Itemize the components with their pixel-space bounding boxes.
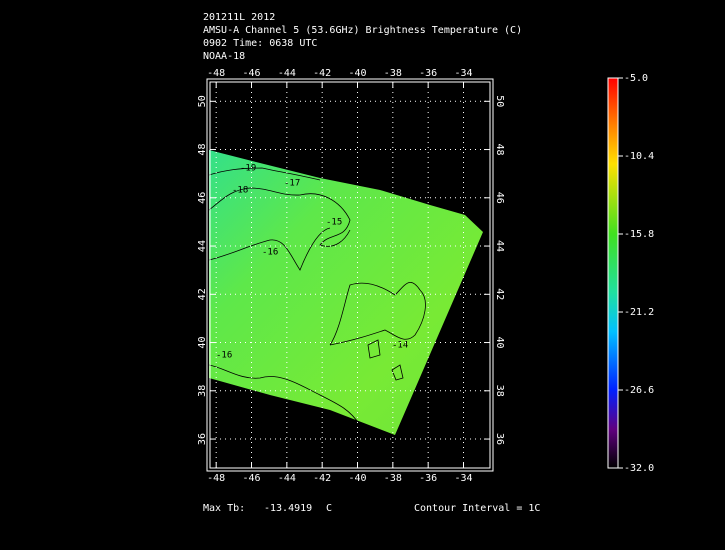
y-tick-label: 48 (197, 144, 208, 156)
contour-label: -15 (326, 218, 342, 228)
colorbar-tick-label: -5.0 (624, 73, 648, 84)
colorbar-tick-label: -10.4 (624, 151, 654, 162)
plot-frame-outer (206, 78, 494, 472)
x-tick-label: -42 (313, 473, 331, 484)
y-tick-label: 38 (197, 385, 208, 397)
header-line: AMSU-A Channel 5 (53.6GHz) Brightness Te… (203, 25, 522, 36)
contour-label: -16 (262, 248, 278, 258)
contour-label: -19 (240, 164, 256, 174)
colorbar-tick-label: -32.0 (624, 463, 654, 474)
x-tick-label: -34 (454, 473, 472, 484)
y-tick-label: 46 (494, 192, 505, 204)
contour-label: -17 (284, 179, 300, 189)
x-tick-label: -42 (313, 68, 331, 79)
y-tick-label: 36 (494, 433, 505, 445)
header-line: 0902 Time: 0638 UTC (203, 38, 317, 49)
x-tick-label: -44 (278, 473, 296, 484)
x-tick-label: -46 (242, 473, 260, 484)
contours: -19 -18 -17 -16 -15 -14 -16 (208, 164, 426, 426)
contour-label: -14 (392, 341, 408, 351)
x-tick-label: -38 (384, 68, 402, 79)
x-tick-label: -38 (384, 473, 402, 484)
x-tick-label: -40 (348, 473, 366, 484)
y-tick-label: 50 (197, 95, 208, 107)
header-line: 201211L 2012 (203, 12, 275, 23)
x-tick-label: -36 (419, 473, 437, 484)
x-tick-label: -36 (419, 68, 437, 79)
x-tick-label: -34 (454, 68, 472, 79)
x-tick-label: -40 (348, 68, 366, 79)
header-line: NOAA-18 (203, 51, 245, 62)
colorbar (607, 77, 619, 469)
y-tick-label: 40 (494, 337, 505, 349)
y-tick-label: 50 (494, 95, 505, 107)
y-tick-label: 40 (197, 337, 208, 349)
y-tick-label: 38 (494, 385, 505, 397)
contour-interval: Contour Interval = 1C (414, 503, 540, 514)
y-tick-label: 46 (197, 192, 208, 204)
header: 201211L 2012 AMSU-A Channel 5 (53.6GHz) … (203, 12, 522, 62)
contour-label: -18 (232, 186, 248, 196)
swath (209, 150, 483, 435)
y-tick-label: 44 (197, 240, 208, 252)
y-tick-label: 36 (197, 433, 208, 445)
colorbar-tick-label: -26.6 (624, 385, 654, 396)
max-label: Max Tb: (203, 503, 245, 514)
x-tick-label: -48 (207, 473, 225, 484)
colorbar-tick-label: -15.8 (624, 229, 654, 240)
y-tick-label: 48 (494, 144, 505, 156)
y-tick-label: 42 (197, 288, 208, 300)
x-tick-label: -46 (242, 68, 260, 79)
colorbar-tick-label: -21.2 (624, 307, 654, 318)
max-unit: C (326, 503, 332, 514)
y-tick-label: 42 (494, 288, 505, 300)
footer: Max Tb: -13.4919 C Contour Interval = 1C (203, 503, 540, 514)
y-tick-label: 44 (494, 240, 505, 252)
plot-frame (209, 81, 491, 469)
contour-label: -16 (216, 351, 232, 361)
x-tick-label: -48 (207, 68, 225, 79)
max-value: -13.4919 (264, 503, 312, 514)
x-tick-label: -44 (278, 68, 296, 79)
